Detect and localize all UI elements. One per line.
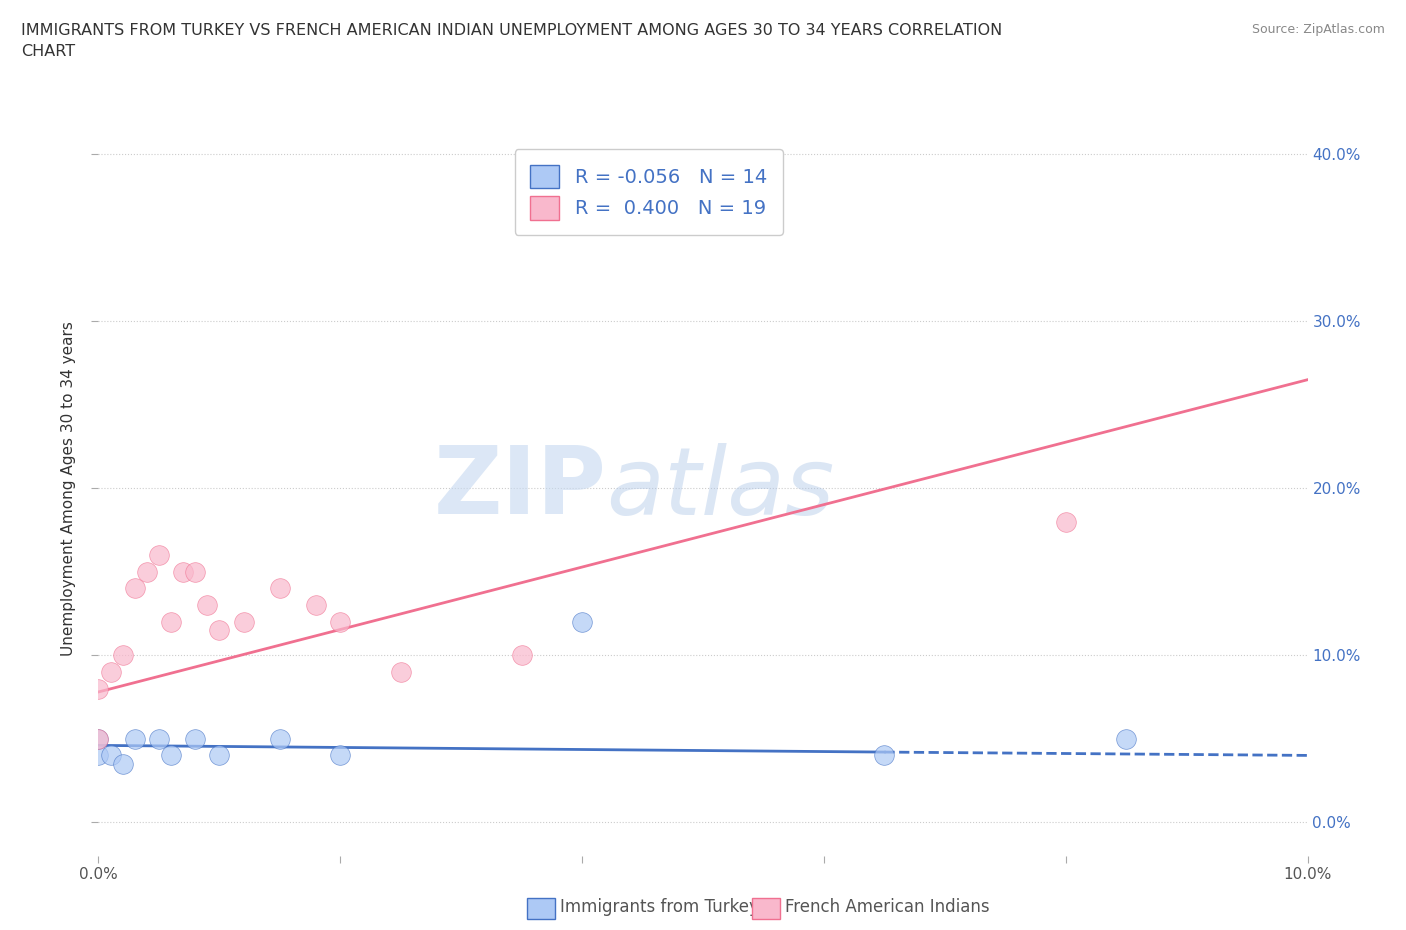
Point — [329, 748, 352, 763]
Point — [135, 565, 157, 579]
Text: ZIP: ZIP — [433, 443, 606, 534]
Point — [184, 565, 207, 579]
Point — [87, 681, 110, 696]
Text: atlas: atlas — [606, 443, 835, 534]
Legend: R = -0.056   N = 14, R =  0.400   N = 19: R = -0.056 N = 14, R = 0.400 N = 19 — [515, 149, 783, 235]
Point — [1054, 514, 1077, 529]
Point — [208, 748, 231, 763]
Point — [160, 748, 183, 763]
Point — [329, 615, 352, 630]
Point — [160, 615, 183, 630]
Point — [208, 623, 231, 638]
Point — [124, 581, 146, 596]
Point — [269, 581, 291, 596]
Point — [111, 648, 134, 663]
Point — [87, 748, 110, 763]
Point — [87, 731, 110, 746]
Point — [100, 664, 122, 679]
Point — [111, 756, 134, 771]
Point — [184, 731, 207, 746]
Point — [571, 615, 593, 630]
Point — [148, 548, 170, 563]
Point — [124, 731, 146, 746]
Text: Source: ZipAtlas.com: Source: ZipAtlas.com — [1251, 23, 1385, 36]
Point — [305, 598, 328, 613]
Point — [172, 565, 194, 579]
Point — [873, 748, 896, 763]
Point — [87, 731, 110, 746]
Point — [389, 664, 412, 679]
Point — [148, 731, 170, 746]
Text: Immigrants from Turkey: Immigrants from Turkey — [560, 897, 758, 916]
Point — [1115, 731, 1137, 746]
Text: ●: ● — [756, 897, 776, 917]
Point — [269, 731, 291, 746]
Point — [232, 615, 254, 630]
Text: IMMIGRANTS FROM TURKEY VS FRENCH AMERICAN INDIAN UNEMPLOYMENT AMONG AGES 30 TO 3: IMMIGRANTS FROM TURKEY VS FRENCH AMERICA… — [21, 23, 1002, 60]
Point — [100, 748, 122, 763]
Point — [195, 598, 218, 613]
Text: ●: ● — [531, 897, 551, 917]
Y-axis label: Unemployment Among Ages 30 to 34 years: Unemployment Among Ages 30 to 34 years — [60, 321, 76, 656]
Point — [510, 648, 533, 663]
Text: French American Indians: French American Indians — [785, 897, 990, 916]
